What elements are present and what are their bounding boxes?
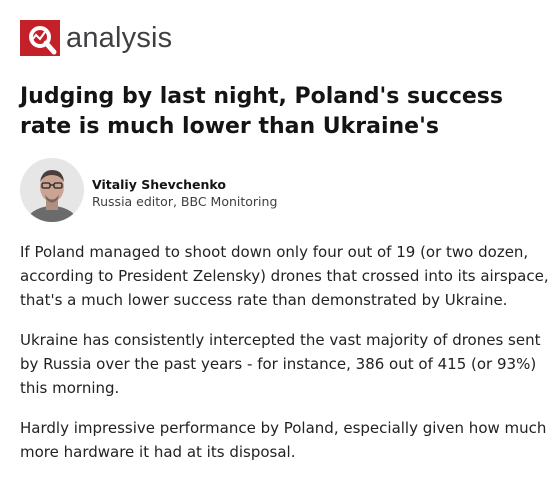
author-avatar xyxy=(20,158,84,222)
byline: Vitaliy Shevchenko Russia editor, BBC Mo… xyxy=(92,176,277,210)
paragraph: Ukraine has consistently intercepted the… xyxy=(20,331,541,397)
logo-icon xyxy=(20,20,60,56)
author-name: Vitaliy Shevchenko xyxy=(92,177,226,192)
paragraph: If Poland managed to shoot down only fou… xyxy=(20,243,549,309)
paragraph: Hardly impressive performance by Poland,… xyxy=(20,419,547,461)
article-body: If Poland managed to shoot down only fou… xyxy=(20,240,550,480)
headline: Judging by last night, Poland's success … xyxy=(20,84,503,139)
section-logo: analysis xyxy=(20,20,172,56)
author-role: Russia editor, BBC Monitoring xyxy=(92,194,278,209)
section-label: analysis xyxy=(66,21,173,54)
